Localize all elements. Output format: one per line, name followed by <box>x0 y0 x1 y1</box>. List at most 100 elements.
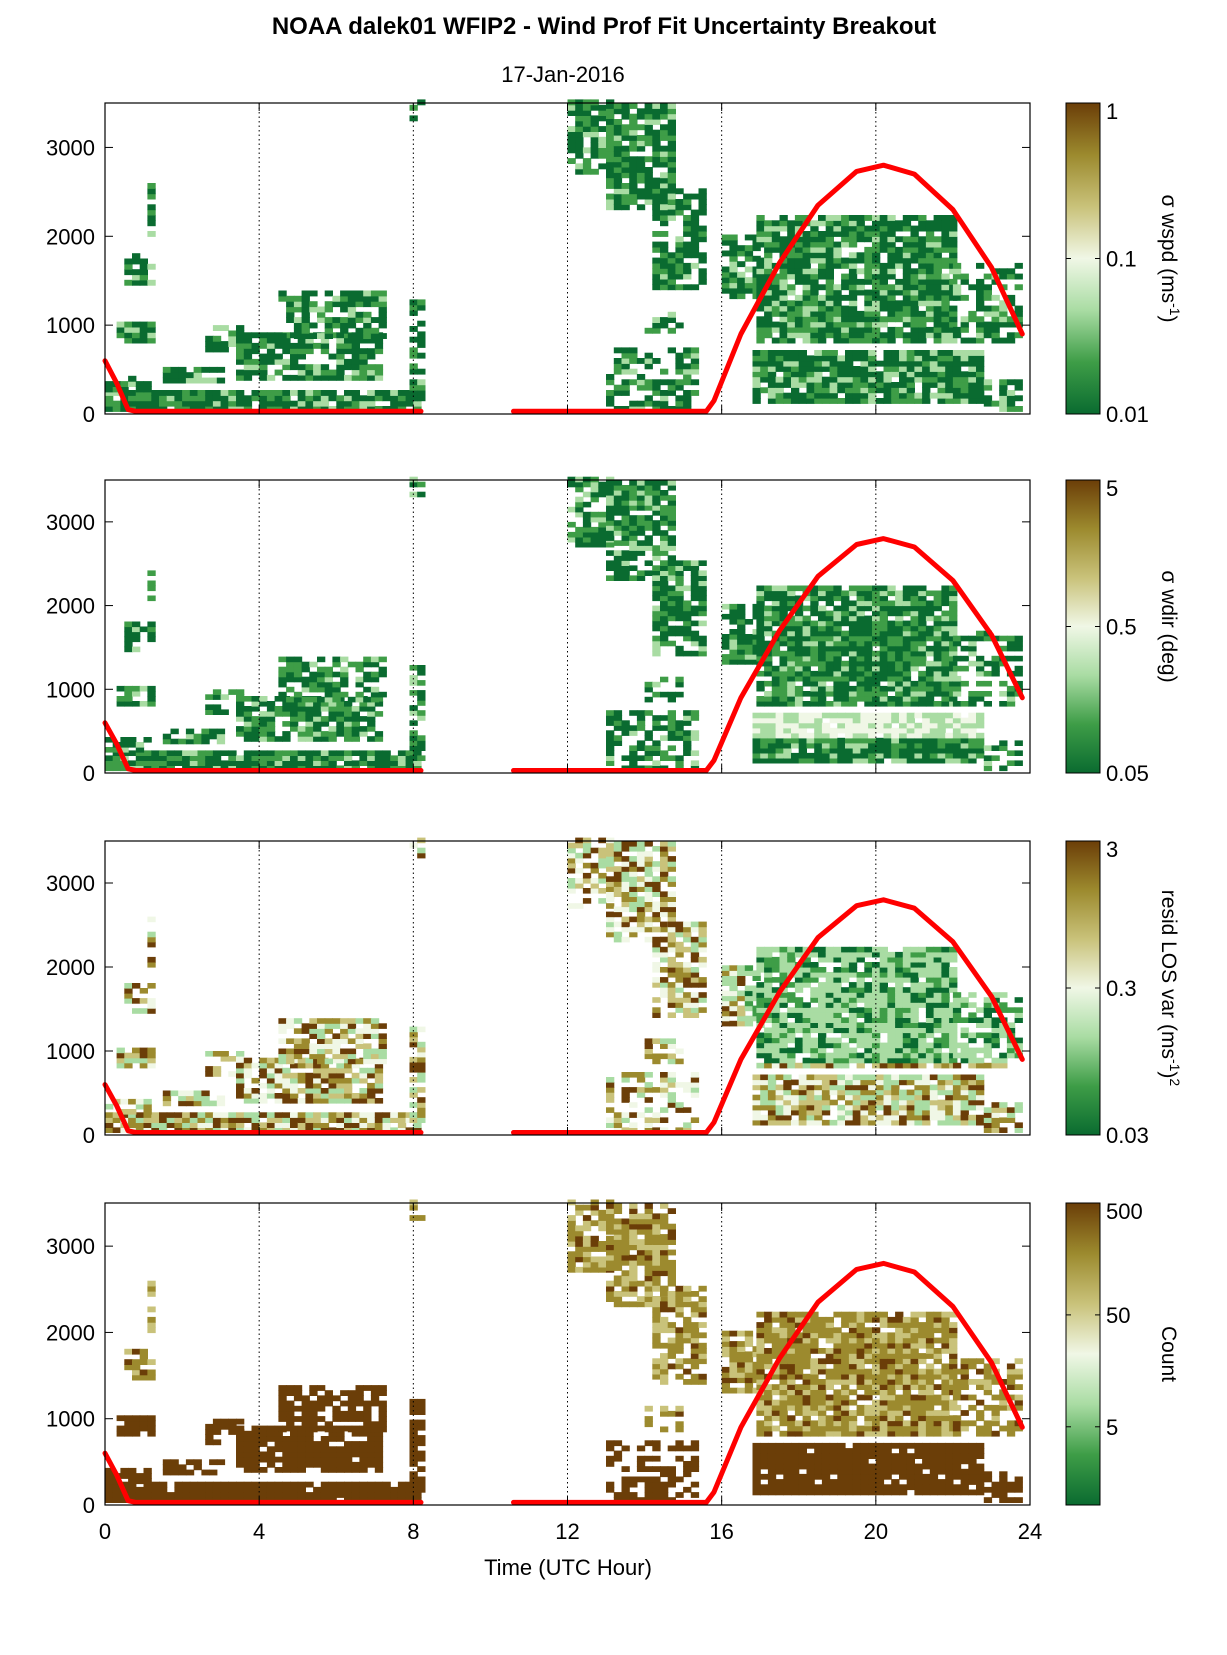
heatmap-cell <box>409 368 418 375</box>
heatmap-cell <box>621 515 630 521</box>
heatmap-cell <box>336 332 345 339</box>
heatmap-cell <box>374 348 384 355</box>
heatmap-cell <box>378 1053 387 1060</box>
heatmap-cell <box>132 337 141 344</box>
heatmap-cell <box>613 560 623 566</box>
heatmap-cell <box>347 290 357 297</box>
heatmap-cell <box>856 225 865 232</box>
heatmap-cell <box>644 1072 653 1078</box>
heatmap-cell <box>721 970 730 976</box>
heatmap-cell <box>899 752 908 759</box>
heatmap-cell <box>868 371 877 378</box>
heatmap-cell <box>949 225 958 232</box>
heatmap-cell <box>236 1072 245 1079</box>
heatmap-cell <box>644 193 653 200</box>
heatmap-cell <box>629 368 638 375</box>
heatmap-cell <box>852 712 861 719</box>
heatmap-cell <box>922 752 931 759</box>
heatmap-cell <box>910 585 919 592</box>
heatmap-cell <box>856 660 865 667</box>
heatmap-cell <box>756 605 765 612</box>
heatmap-cell <box>636 856 646 862</box>
heatmap-cell <box>178 1090 187 1097</box>
heatmap-cell <box>721 1020 730 1027</box>
heatmap-cell <box>829 732 838 739</box>
heatmap-cell <box>756 590 765 597</box>
heatmap-cell <box>336 1093 345 1099</box>
heatmap-cell <box>698 273 707 280</box>
heatmap-cell <box>409 347 418 354</box>
heatmap-cell <box>902 225 912 232</box>
heatmap-cell <box>698 225 707 232</box>
heatmap-cell <box>147 1047 156 1054</box>
heatmap-cell <box>652 520 661 526</box>
heatmap-cell <box>895 645 904 652</box>
heatmap-cell <box>344 716 353 722</box>
heatmap-cell <box>644 926 653 933</box>
heatmap-cell <box>667 135 676 141</box>
heatmap-cell <box>667 161 676 168</box>
heatmap-cell <box>771 1052 781 1059</box>
heatmap-cell <box>621 520 630 526</box>
heatmap-cell <box>756 1052 765 1059</box>
heatmap-cell <box>852 376 861 383</box>
heatmap-cell <box>606 535 615 541</box>
heatmap-cell <box>313 721 322 727</box>
heatmap-cell <box>941 680 950 687</box>
heatmap-cell <box>367 337 376 344</box>
heatmap-cell <box>690 992 700 998</box>
heatmap-cell <box>976 635 985 642</box>
heatmap-cell <box>925 310 935 317</box>
heatmap-cell <box>324 301 333 308</box>
heatmap-cell <box>351 395 360 402</box>
heatmap-cell <box>293 327 303 334</box>
heatmap-cell <box>209 728 218 735</box>
heatmap-cell <box>918 630 927 637</box>
heatmap-cell <box>582 481 592 488</box>
heatmap-cell <box>918 680 927 687</box>
heatmap-cell <box>667 997 676 1003</box>
heatmap-cell <box>818 951 827 958</box>
heatmap-cell <box>575 536 584 543</box>
heatmap-cell <box>116 332 125 339</box>
heatmap-cell <box>845 752 854 759</box>
heatmap-cell <box>929 355 939 362</box>
heatmap-cell <box>629 358 638 364</box>
heatmap-cell <box>567 481 576 488</box>
heatmap-cell <box>968 366 977 372</box>
heatmap-cell <box>767 752 777 759</box>
heatmap-cell <box>771 1027 781 1034</box>
heatmap-cell <box>779 670 788 677</box>
heatmap-cell <box>779 305 788 312</box>
heatmap-cell <box>629 1102 638 1108</box>
heatmap-cell <box>879 284 888 291</box>
heatmap-cell <box>613 156 623 163</box>
heatmap-cell <box>810 1022 819 1028</box>
heatmap-cell <box>802 701 811 707</box>
heatmap-cell <box>752 382 761 388</box>
heatmap-cell <box>721 603 730 610</box>
heatmap-cell <box>313 390 322 396</box>
heatmap-cell <box>629 1087 638 1093</box>
heatmap-cell <box>771 665 781 672</box>
heatmap-cell <box>806 752 815 759</box>
heatmap-cell <box>902 696 912 702</box>
heatmap-cell <box>848 332 858 339</box>
heatmap-cell <box>266 716 276 722</box>
heatmap-cell <box>205 335 214 342</box>
heatmap-cell <box>729 1005 738 1012</box>
heatmap-cell <box>212 694 222 700</box>
heatmap-cell <box>872 300 881 307</box>
heatmap-cell <box>128 750 137 756</box>
heatmap-cell <box>313 369 322 376</box>
heatmap-cell <box>779 1042 788 1049</box>
heatmap-cell <box>771 231 781 237</box>
heatmap-cell <box>567 867 576 874</box>
heatmap-cell <box>895 670 904 677</box>
heatmap-cell <box>887 337 896 344</box>
heatmap-cell <box>243 332 253 339</box>
heatmap-cell <box>729 985 738 992</box>
heatmap-cell <box>925 278 935 285</box>
heatmap-cell <box>906 360 915 367</box>
heatmap-cell <box>771 225 781 232</box>
